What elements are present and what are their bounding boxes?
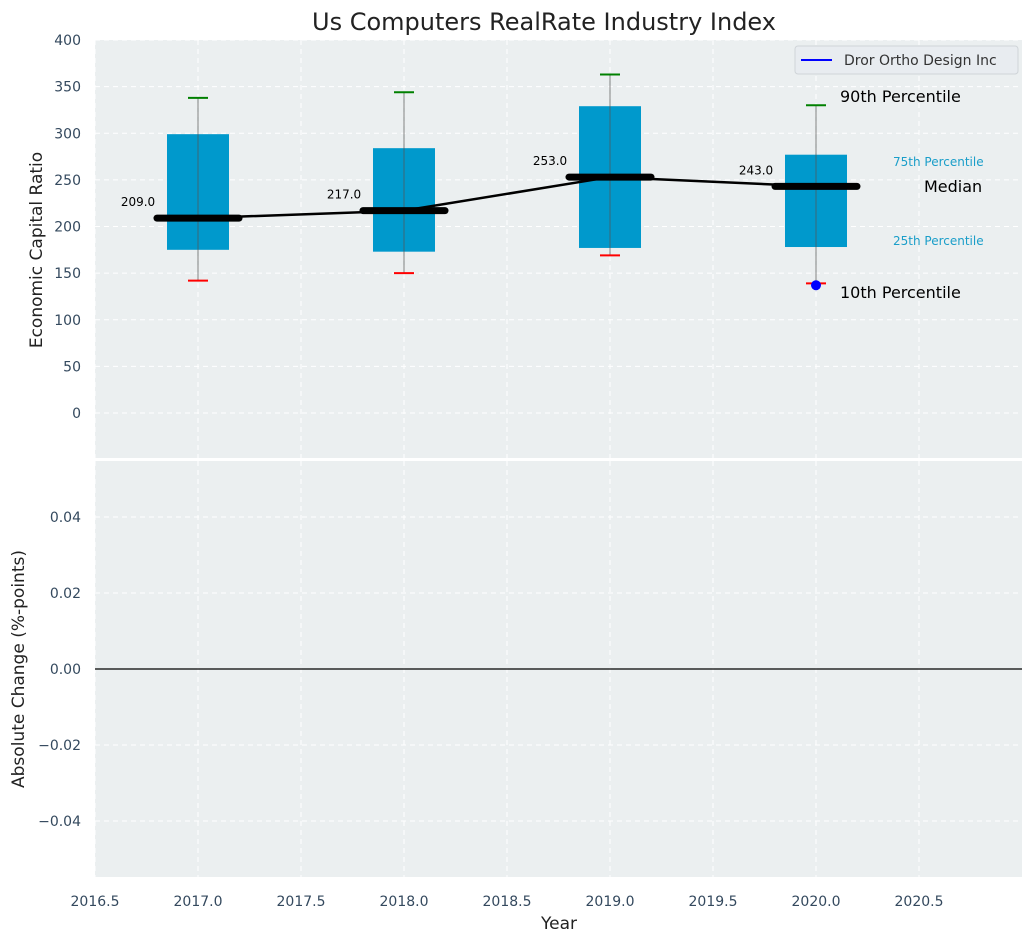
x-tick-label: 2019.5: [689, 894, 738, 910]
annotation-75th: 75th Percentile: [893, 155, 984, 169]
x-tick-label: 2020.5: [895, 894, 944, 910]
bottom-y-axis-label: Absolute Change (%-points): [9, 550, 29, 788]
median-labels: 209.0 217.0 253.0 243.0: [121, 154, 773, 209]
annotation-median: Median: [924, 177, 982, 196]
median-value-label: 243.0: [739, 163, 773, 177]
y-tick-label: 200: [54, 220, 81, 236]
top-y-axis-label: Economic Capital Ratio: [27, 152, 47, 348]
x-axis-label: Year: [540, 914, 577, 934]
bottom-panel: −0.04 −0.02 0.00 0.02 0.04 2016.5 2017.0 2017.…: [9, 461, 1022, 934]
y-tick-label: 0: [72, 406, 81, 422]
y-tick-label: 50: [63, 359, 81, 375]
median-value-label: 209.0: [121, 195, 155, 209]
company-point: [811, 280, 821, 291]
top-panel: 0 50 100 150 200 250 300 350 400 209.0 217.0 253.0…: [27, 33, 1022, 458]
y-tick-label: −0.02: [38, 738, 81, 754]
annotation-25th: 25th Percentile: [893, 234, 984, 248]
y-tick-label: 250: [54, 173, 81, 189]
x-tick-label: 2018.0: [380, 894, 429, 910]
median-line: [197, 175, 817, 220]
x-tick-label: 2016.5: [71, 894, 120, 910]
x-tick-label: 2018.5: [483, 894, 532, 910]
y-tick-label: −0.04: [38, 814, 81, 830]
y-tick-label: 400: [54, 33, 81, 49]
bottom-y-ticks: −0.04 −0.02 0.00 0.02 0.04: [38, 510, 81, 830]
top-y-ticks: 0 50 100 150 200 250 300 350 400: [54, 33, 81, 422]
x-ticks: 2016.5 2017.0 2017.5 2018.0 2018.5 2019.0 2019…: [71, 894, 944, 910]
median-trend: [153, 173, 861, 291]
annotation-90th: 90th Percentile: [840, 87, 961, 106]
annotation-10th: 10th Percentile: [840, 283, 961, 302]
top-plot-area: [95, 40, 1022, 458]
x-tick-label: 2017.5: [277, 894, 326, 910]
legend-box: [794, 45, 1019, 75]
y-tick-label: 150: [54, 266, 81, 282]
x-tick-label: 2020.0: [792, 894, 841, 910]
x-tick-label: 2019.0: [586, 894, 635, 910]
y-tick-label: 0.04: [50, 510, 81, 526]
y-tick-label: 0.00: [50, 662, 81, 678]
x-tick-label: 2017.0: [174, 894, 223, 910]
y-tick-label: 350: [54, 80, 81, 96]
legend-label: Dror Ortho Design Inc: [844, 53, 997, 69]
chart-title: Us Computers RealRate Industry Index: [312, 8, 776, 36]
y-tick-label: 100: [54, 313, 81, 329]
median-value-label: 253.0: [533, 154, 567, 168]
y-tick-label: 300: [54, 126, 81, 142]
legend: Dror Ortho Design Inc: [794, 45, 1019, 75]
y-tick-label: 0.02: [50, 586, 81, 602]
median-value-label: 217.0: [327, 188, 361, 202]
